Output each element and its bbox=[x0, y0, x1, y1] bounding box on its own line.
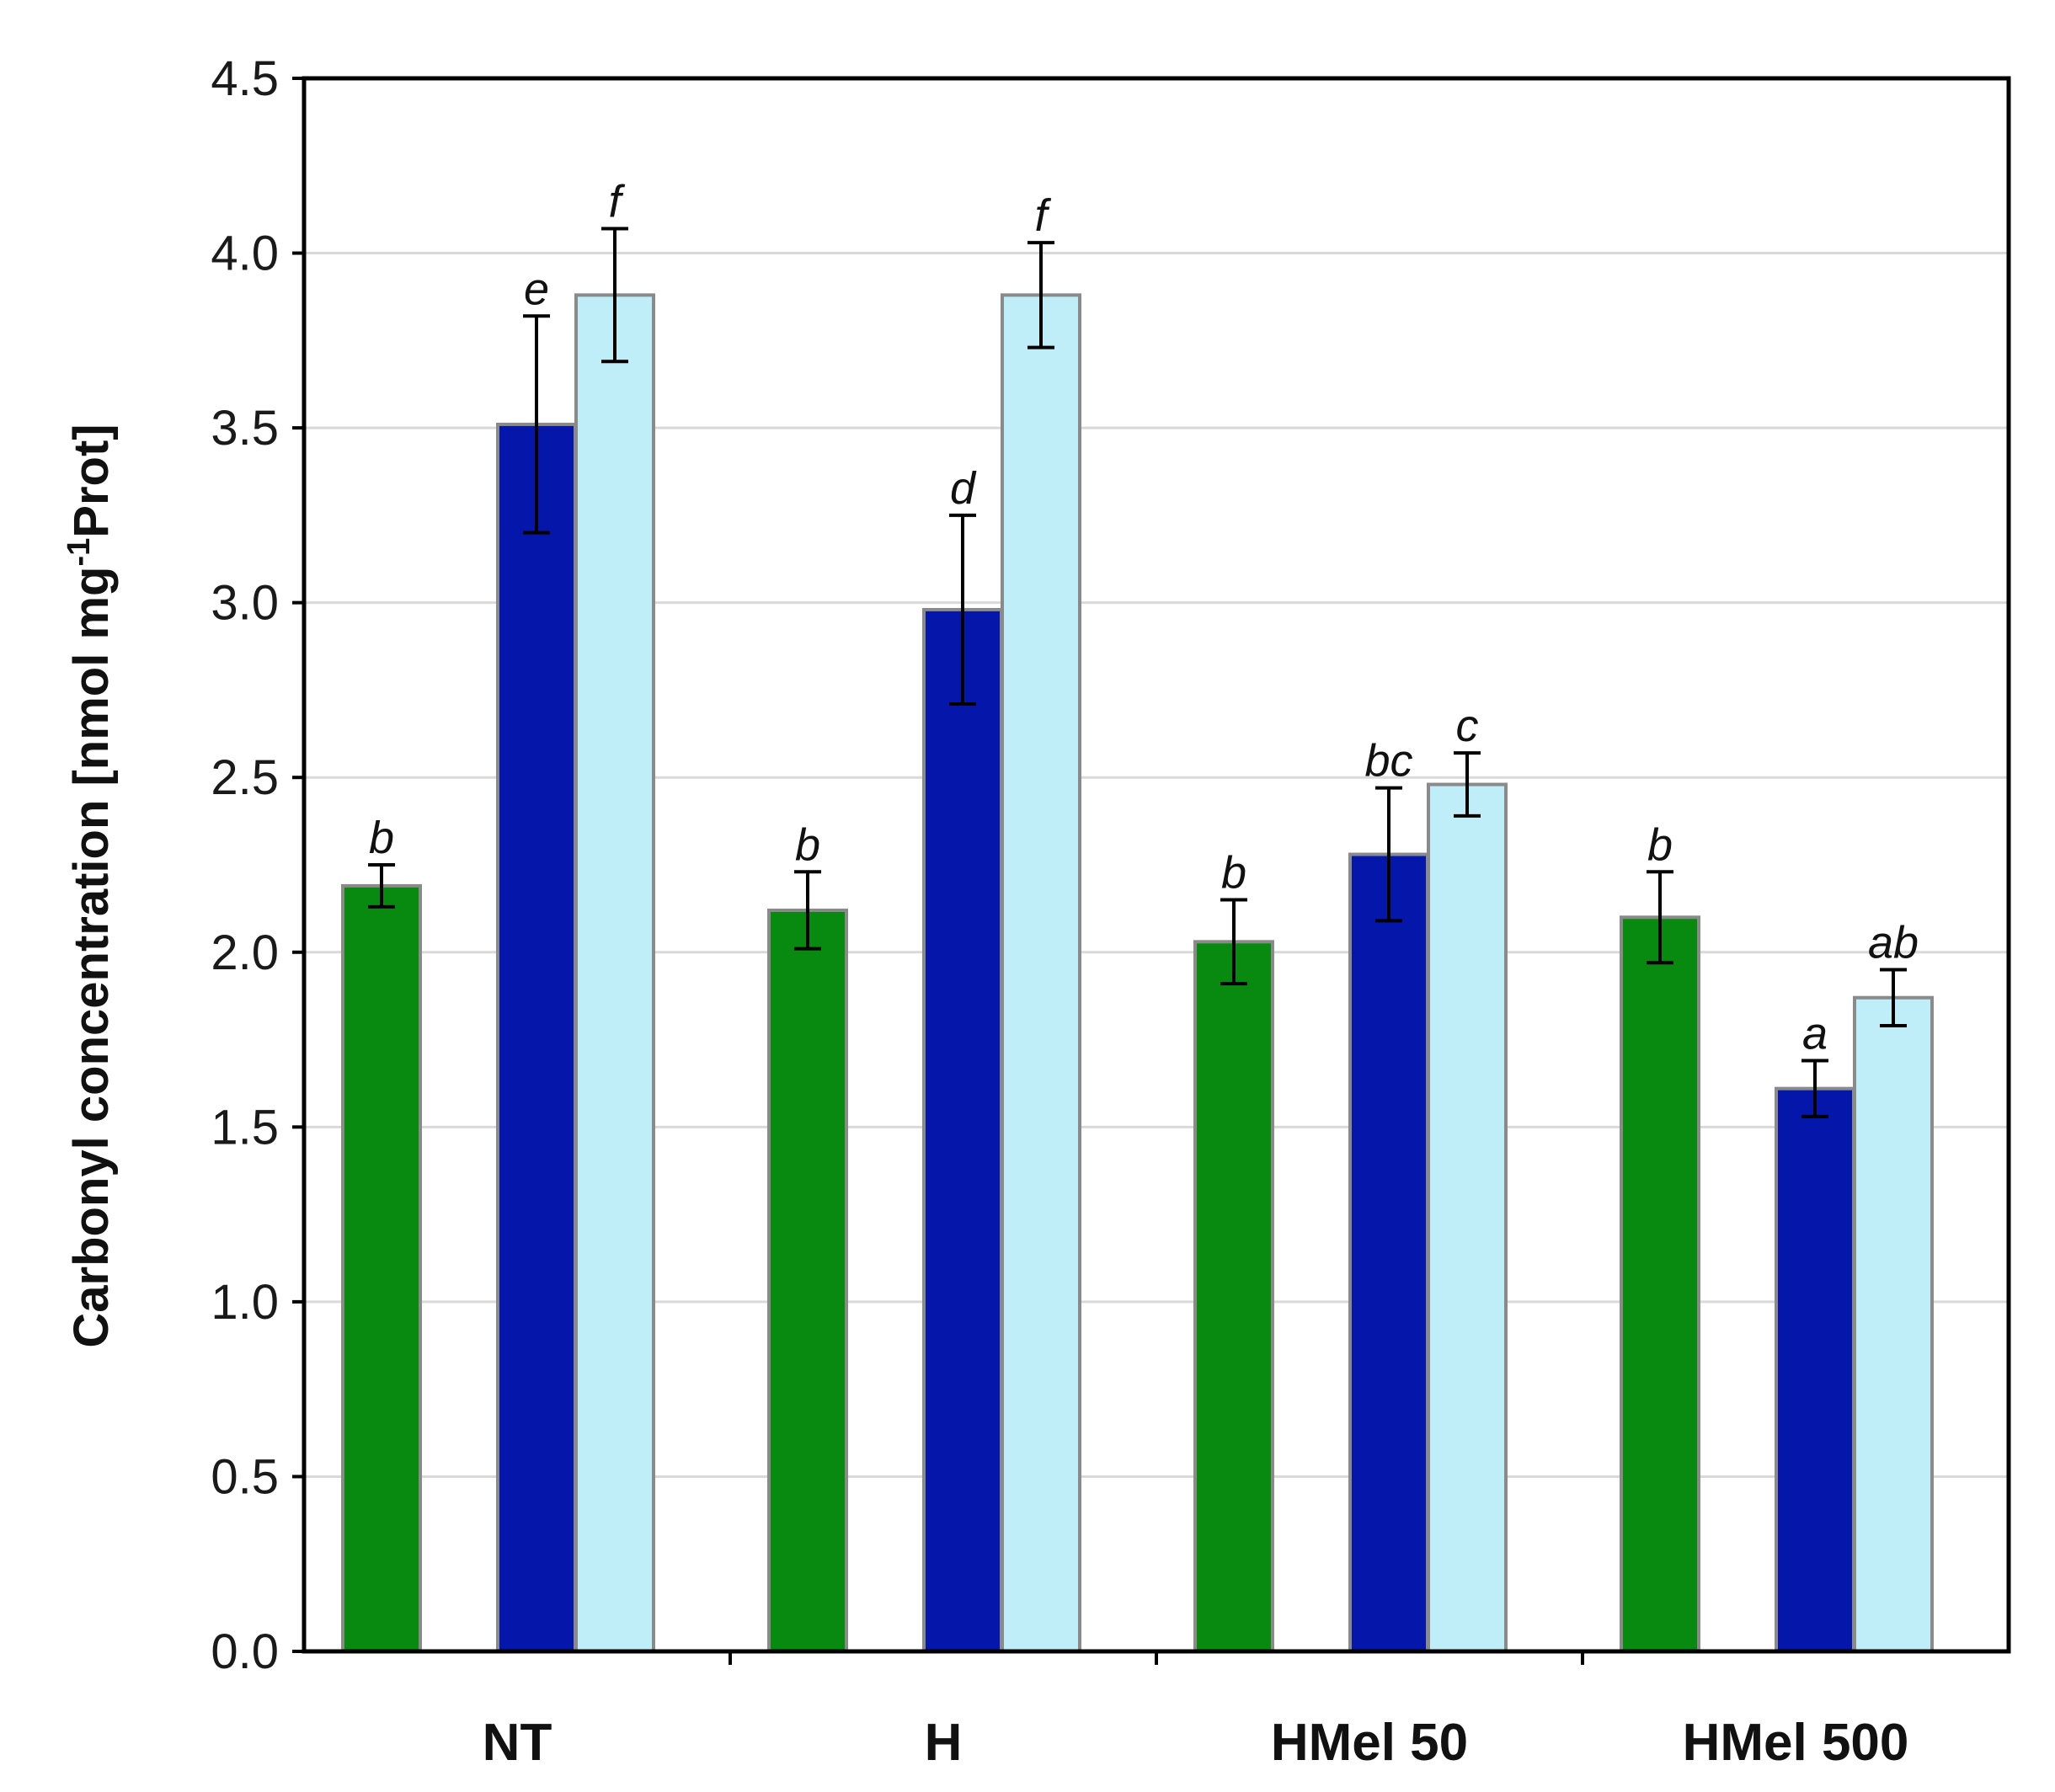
bar bbox=[1620, 915, 1700, 1654]
bar bbox=[1853, 995, 1934, 1653]
x-category-label: NT bbox=[483, 1714, 552, 1772]
significance-letter: b bbox=[795, 819, 820, 870]
bars bbox=[341, 293, 1934, 1654]
y-tick-label: 1.0 bbox=[211, 1275, 279, 1330]
y-axis-title-main: Carbonyl concentration [nmol mg bbox=[64, 567, 119, 1348]
significance-letter: b bbox=[369, 813, 394, 863]
significance-labels: b b b b e d bc a f f c ab bbox=[369, 176, 1919, 1059]
significance-letter: c bbox=[1456, 701, 1479, 751]
significance-letter: a bbox=[1802, 1008, 1828, 1059]
bar bbox=[574, 293, 655, 1653]
significance-letter: d bbox=[950, 463, 977, 514]
bar bbox=[341, 883, 422, 1653]
y-axis-title-sup: -1 bbox=[61, 538, 97, 567]
x-category-label: HMel 50 bbox=[1271, 1714, 1468, 1772]
x-category-label: HMel 500 bbox=[1683, 1714, 1909, 1772]
bar bbox=[1427, 782, 1508, 1653]
y-tick-label: 2.0 bbox=[211, 925, 279, 980]
significance-letter: b bbox=[1647, 819, 1673, 870]
y-axis-title-tail: Prot] bbox=[64, 424, 119, 537]
x-category-label: H bbox=[925, 1714, 963, 1772]
significance-letter: f bbox=[1034, 190, 1051, 241]
significance-letter: f bbox=[608, 176, 625, 227]
bar bbox=[767, 908, 848, 1654]
y-tick-label: 3.5 bbox=[211, 401, 279, 456]
significance-letter: e bbox=[524, 264, 549, 314]
y-tick-label: 0.5 bbox=[211, 1449, 279, 1504]
bar bbox=[496, 422, 577, 1654]
bar bbox=[922, 607, 1003, 1653]
x-axis-ticks: NT H HMel 50 HMel 500 bbox=[483, 1651, 1909, 1772]
bar bbox=[1193, 940, 1274, 1653]
significance-letter: bc bbox=[1364, 736, 1412, 787]
significance-letter: ab bbox=[1868, 918, 1919, 968]
y-axis-title: Carbonyl concentration [nmol mg-1Prot] bbox=[61, 424, 119, 1347]
y-axis-ticks: 0.0 0.5 1.0 1.5 2.0 2.5 3.0 3.5 4.0 4.5 bbox=[211, 51, 304, 1679]
significance-letter: b bbox=[1221, 848, 1246, 899]
bar bbox=[1775, 1086, 1855, 1654]
error-bars bbox=[368, 227, 1907, 1118]
y-tick-label: 2.5 bbox=[211, 750, 279, 805]
bar bbox=[1348, 852, 1429, 1653]
bar bbox=[1001, 293, 1081, 1653]
y-tick-label: 4.5 bbox=[211, 51, 279, 106]
y-tick-label: 4.0 bbox=[211, 227, 279, 281]
y-tick-label: 1.5 bbox=[211, 1100, 279, 1155]
y-tick-label: 0.0 bbox=[211, 1624, 279, 1679]
y-tick-label: 3.0 bbox=[211, 576, 279, 631]
